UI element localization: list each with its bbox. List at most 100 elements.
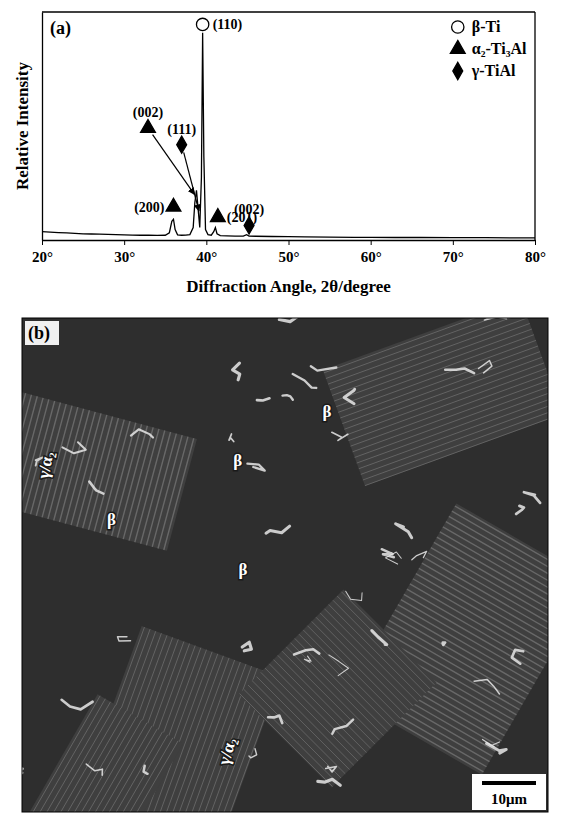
annotation-marker xyxy=(177,136,187,153)
x-tick-mark xyxy=(42,240,43,245)
annotation-label: (111) xyxy=(167,122,196,138)
bright-edge xyxy=(478,361,491,373)
bright-edge xyxy=(344,389,355,403)
lamella xyxy=(320,613,413,706)
panel-label: (a) xyxy=(50,18,71,39)
scale-bar-box xyxy=(472,774,546,810)
annotation-marker xyxy=(244,217,254,234)
lamella xyxy=(94,738,173,812)
x-tick: 60° xyxy=(361,240,382,265)
bright-edge xyxy=(266,526,290,533)
lamella xyxy=(146,434,176,546)
annotation-arrow xyxy=(153,135,195,195)
x-tick-label: 70° xyxy=(443,249,464,265)
lamella xyxy=(63,720,142,812)
x-tick-label: 80° xyxy=(525,249,546,265)
bright-edge xyxy=(318,779,340,785)
micrograph-texture xyxy=(22,318,548,812)
lamella xyxy=(164,438,194,550)
lamella xyxy=(282,651,375,744)
phase-label: β xyxy=(238,560,247,579)
lamella xyxy=(158,437,188,549)
x-axis: 20° 30° 40° 50° 60° 70° 80° xyxy=(32,240,546,265)
bright-edge xyxy=(482,739,499,746)
lamella xyxy=(99,741,178,812)
panel-label-patch xyxy=(25,321,59,345)
lamella xyxy=(94,420,124,532)
annotation-label: (002) xyxy=(133,105,164,121)
lamella xyxy=(431,548,548,627)
lamella xyxy=(290,643,383,736)
lamella xyxy=(135,430,165,542)
x-tick-mark xyxy=(124,240,125,245)
bright-edge xyxy=(524,492,540,503)
x-tick: 30° xyxy=(114,240,135,265)
x-tick: 20° xyxy=(32,240,53,265)
lamella xyxy=(359,397,548,469)
lamella xyxy=(47,711,126,812)
bright-edge xyxy=(443,642,446,644)
legend-label: α₂-Ti₃Al xyxy=(472,40,527,57)
legend-label: β-Ti xyxy=(472,18,501,36)
x-tick: 50° xyxy=(279,240,300,265)
lamella xyxy=(248,685,341,778)
bright-edge xyxy=(131,429,153,437)
bright-edge xyxy=(396,524,412,538)
bright-edge xyxy=(144,766,148,774)
x-tick-label: 40° xyxy=(196,249,217,265)
bright-edge xyxy=(242,642,251,651)
lamella xyxy=(333,600,426,693)
x-tick-mark xyxy=(371,240,372,245)
phase-label: β xyxy=(107,510,116,529)
lamella xyxy=(77,415,107,527)
lamella xyxy=(73,726,152,812)
x-tick-label: 50° xyxy=(279,249,300,265)
lamellar-colony xyxy=(239,590,437,788)
legend-marker xyxy=(453,62,463,79)
lamella xyxy=(84,732,163,812)
bright-edge xyxy=(326,766,337,772)
lamella xyxy=(31,403,61,515)
lamella xyxy=(353,380,548,452)
annotation-label: (002) xyxy=(234,202,265,218)
bright-edge xyxy=(332,432,348,440)
lamella xyxy=(303,630,396,723)
bright-edge xyxy=(487,744,507,754)
lamella xyxy=(357,391,548,463)
bright-edge xyxy=(89,482,103,494)
lamella xyxy=(52,714,131,812)
annotation-marker xyxy=(166,198,181,211)
x-tick-mark xyxy=(453,240,454,245)
annotations: (110)(002)(111)(200)(201)(002) xyxy=(133,17,265,234)
phase-label: β xyxy=(233,451,242,470)
x-tick-mark xyxy=(206,240,207,245)
colony-ground xyxy=(239,590,437,788)
lamella xyxy=(428,553,548,632)
bright-edge xyxy=(474,679,499,694)
x-tick: 70° xyxy=(443,240,464,265)
phase-label: γ/α₂ xyxy=(214,736,240,768)
lamella xyxy=(274,660,367,753)
lamella xyxy=(265,668,358,761)
lamella xyxy=(446,522,548,601)
lamella xyxy=(22,696,100,812)
lamella xyxy=(341,592,434,685)
lamella xyxy=(54,409,84,521)
lamellar-colony xyxy=(22,382,197,551)
x-tick-label: 60° xyxy=(361,249,382,265)
lamella xyxy=(42,708,121,812)
lamella xyxy=(269,664,362,757)
lamella xyxy=(329,604,422,697)
bright-edge xyxy=(257,398,270,400)
lamella xyxy=(449,516,548,595)
bright-edge xyxy=(516,506,524,514)
x-tick: 80° xyxy=(525,240,546,265)
frame-top xyxy=(42,11,535,12)
lamella xyxy=(152,435,182,547)
bright-edge xyxy=(332,720,353,734)
lamella xyxy=(363,408,548,480)
bright-edge xyxy=(385,552,401,564)
lamella xyxy=(106,423,136,535)
frame-right xyxy=(534,12,535,240)
x-tick-label: 20° xyxy=(32,249,53,265)
